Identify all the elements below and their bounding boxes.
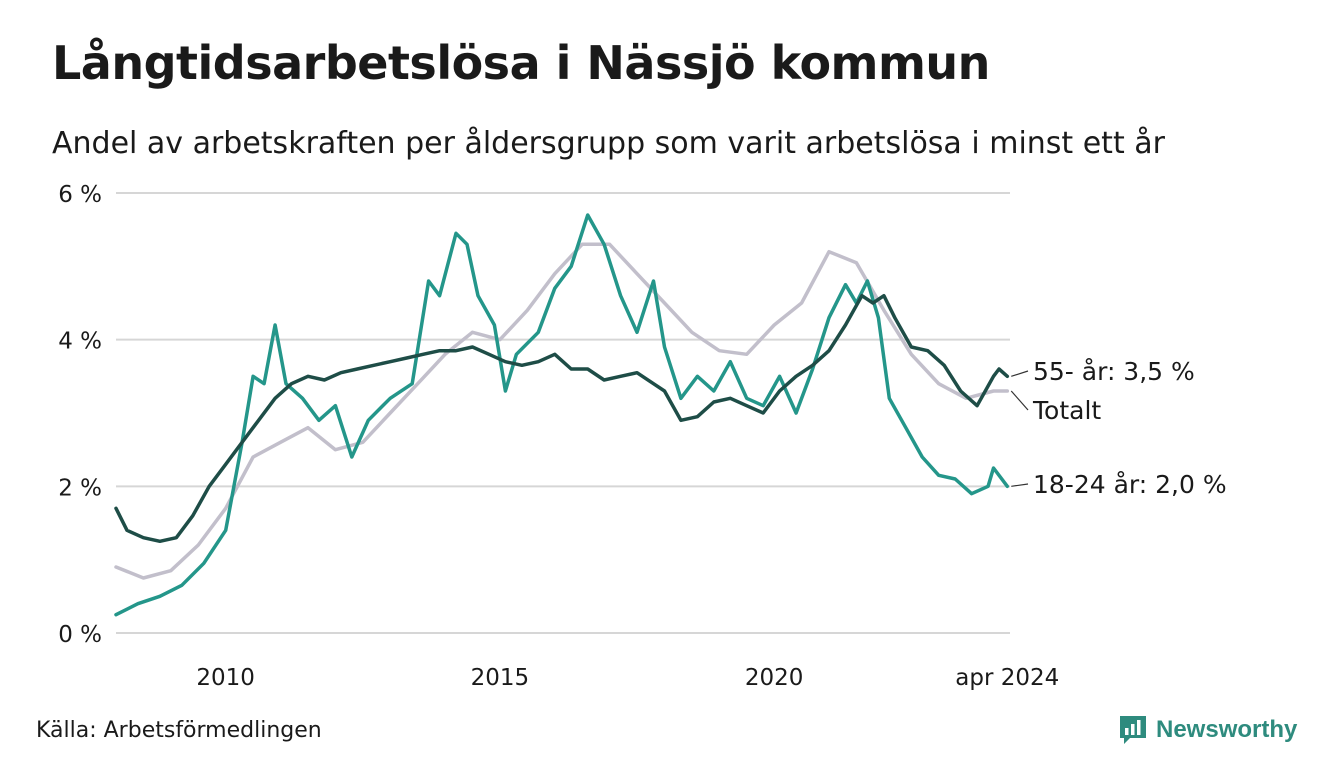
y-tick-label: 6 %: [58, 182, 102, 208]
x-tick-label: apr 2024: [955, 665, 1059, 691]
label-leader-55-r: [1011, 370, 1029, 377]
line-chart: 0 % 2 % 4 % 6 % 2010 2015 2020 apr 2024 Totalt…: [58, 182, 1227, 691]
y-tick-label: 0 %: [58, 622, 102, 648]
series-end-labels: Totalt 18-24 år: 2,0 % 55- år: 3,5 %: [1010, 357, 1227, 499]
series-line-55-r: [114, 293, 1010, 544]
series-label-totalt: Totalt: [1032, 396, 1101, 425]
series-label-18-24-r: 18-24 år: 2,0 %: [1033, 470, 1227, 499]
x-tick-label: 2010: [196, 665, 255, 691]
brand-logo[interactable]: Newsworthy: [1118, 714, 1297, 746]
source-note: Källa: Arbetsförmedlingen: [36, 718, 322, 743]
y-tick-label: 2 %: [58, 475, 102, 501]
brand-name: Newsworthy: [1156, 716, 1298, 743]
chart-subtitle: Andel av arbetskraften per åldersgrupp s…: [52, 126, 1165, 161]
x-axis-tick-labels: 2010 2015 2020 apr 2024: [196, 665, 1059, 691]
x-tick-label: 2015: [471, 665, 530, 691]
gridlines: [116, 192, 1010, 634]
newsworthy-logo-icon: [1120, 716, 1146, 744]
series-label-55-r: 55- år: 3,5 %: [1033, 357, 1195, 386]
y-axis-tick-labels: 0 % 2 % 4 % 6 %: [58, 182, 102, 648]
label-leader-totalt: [1010, 390, 1029, 411]
series-line-totalt: [114, 242, 1010, 580]
series-lines: [114, 213, 1010, 617]
label-leader-18-24-r: [1011, 483, 1029, 487]
series-line-18-24-r: [114, 213, 1010, 617]
y-tick-label: 4 %: [58, 329, 102, 355]
chart-title: Långtidsarbetslösa i Nässjö kommun: [52, 36, 990, 90]
x-tick-label: 2020: [745, 665, 804, 691]
